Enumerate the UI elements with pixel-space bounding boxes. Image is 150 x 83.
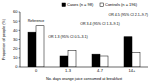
annotation: OR 1.3 (95% CI 0.5–3.1)	[48, 35, 88, 39]
annotation: OR 4.5 (95% CI 2.1–9.7)	[108, 13, 148, 17]
bar	[68, 51, 76, 68]
y-tick-label: 10	[13, 55, 18, 60]
x-tick-label: 1-3	[65, 68, 72, 73]
bar	[124, 37, 132, 67]
x-tick-label: 14+	[129, 68, 136, 73]
x-tick-label: 0	[35, 68, 38, 73]
x-tick-label: 4-7	[97, 68, 104, 73]
y-tick-label: 60	[13, 9, 18, 14]
legend-swatch	[62, 3, 66, 7]
annotation: OR 3.4 (95% CI 1.3–9.1)	[80, 22, 120, 26]
y-tick-label: 30	[13, 37, 18, 42]
chart: 0 10 20 30 40 50 60 0 1-3 4-7 14+ No. days orange j…	[0, 0, 150, 83]
bar	[60, 56, 68, 67]
bars	[28, 26, 140, 67]
y-tick-label: 40	[13, 28, 18, 33]
annotation: Reference	[28, 19, 45, 23]
y-axis-title: Proportion of people (%)	[2, 18, 6, 60]
legend-label: Cases (n = 98)	[67, 2, 94, 7]
y-tick-label: 50	[13, 19, 18, 24]
legend-swatch	[100, 3, 104, 7]
y-tick-label: 0	[15, 64, 18, 69]
y-tick-label: 20	[13, 46, 18, 51]
bar	[132, 52, 140, 67]
bar	[36, 26, 44, 67]
y-axis	[20, 12, 21, 67]
bar	[28, 32, 36, 67]
x-axis-title: No. days orange juice consumed at breakf…	[46, 77, 123, 81]
bar	[92, 54, 100, 67]
legend-label: Controls (n = 196)	[105, 2, 138, 7]
bar	[100, 56, 108, 67]
